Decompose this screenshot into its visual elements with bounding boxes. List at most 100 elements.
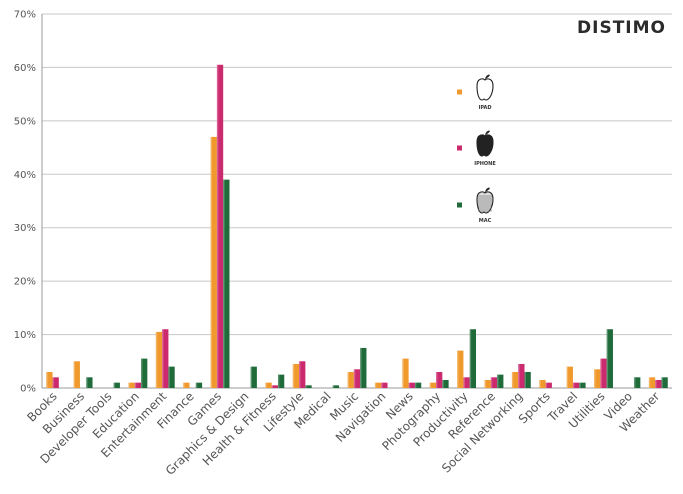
bar-iphone	[490, 377, 498, 388]
bar-ipad	[594, 369, 601, 388]
bar-highlight	[655, 379, 657, 388]
bar-highlight	[223, 179, 225, 388]
bar-ipad	[374, 382, 382, 388]
bar-highlight	[484, 379, 486, 388]
bar-mac	[606, 329, 613, 388]
bar-ipad	[73, 361, 80, 388]
bar-mac	[195, 382, 203, 388]
bar-highlight	[332, 385, 335, 388]
bar-highlight	[566, 366, 569, 388]
bar-highlight	[381, 382, 383, 388]
bar-highlight	[545, 382, 547, 388]
bar-highlight	[183, 382, 185, 388]
bar-iphone	[353, 369, 361, 388]
bar-ipad	[566, 366, 573, 388]
bar-highlight	[497, 374, 499, 388]
y-tick-label: 40%	[14, 170, 36, 181]
bar-highlight	[539, 379, 541, 388]
bar-highlight	[442, 379, 444, 388]
bar-highlight	[195, 382, 198, 388]
bar-ipad	[484, 379, 491, 388]
bar-iphone	[216, 64, 224, 388]
bars	[46, 64, 668, 388]
bar-highlight	[113, 382, 116, 388]
bar-highlight	[168, 366, 170, 388]
bar-highlight	[141, 358, 143, 388]
bar-mac	[524, 371, 531, 388]
bar-highlight	[292, 363, 295, 388]
bar-highlight	[518, 363, 520, 388]
bar-highlight	[469, 329, 472, 388]
bar-iphone	[518, 363, 525, 388]
bar-iphone	[545, 382, 552, 388]
bar-highlight	[73, 361, 76, 388]
bar-highlight	[46, 371, 48, 388]
bar-highlight	[463, 377, 465, 388]
y-tick-label: 30%	[14, 223, 36, 234]
bar-highlight	[128, 382, 130, 388]
bar-iphone	[52, 377, 59, 388]
bar-mac	[469, 329, 477, 388]
bar-highlight	[210, 136, 212, 388]
bar-mac	[223, 179, 230, 388]
bar-highlight	[524, 371, 526, 388]
bar-iphone	[134, 382, 142, 388]
gridlines	[42, 13, 672, 389]
bar-mac	[86, 377, 93, 388]
x-tick-label: Sports	[516, 389, 553, 426]
bar-highlight	[600, 358, 602, 388]
bar-ipad	[347, 371, 354, 388]
bar-highlight	[265, 382, 267, 388]
bar-ipad	[46, 371, 53, 388]
bar-ipad	[183, 382, 190, 388]
bar-ipad	[265, 382, 272, 388]
bar-mac	[113, 382, 120, 388]
bar-ipad	[210, 136, 217, 388]
bar-highlight	[162, 329, 164, 388]
bar-highlight	[360, 347, 362, 388]
bar-highlight	[347, 371, 349, 388]
bar-highlight	[216, 64, 219, 388]
bar-ipad	[155, 331, 163, 388]
legend-label: IPAD	[478, 105, 491, 111]
y-tick-label: 50%	[14, 116, 36, 127]
bar-iphone	[572, 382, 580, 388]
bar-highlight	[572, 382, 575, 388]
bar-mac	[250, 366, 257, 388]
bar-highlight	[250, 366, 252, 388]
legend-swatch	[457, 202, 462, 208]
apple-icon	[476, 74, 494, 101]
bar-highlight	[634, 377, 636, 388]
bar-mac	[414, 382, 422, 388]
y-tick-label: 70%	[14, 10, 36, 21]
brand-logo: DISTIMO	[577, 18, 666, 38]
bar-iphone	[408, 382, 415, 388]
bar-highlight	[661, 377, 663, 388]
bar-highlight	[408, 382, 411, 388]
bar-iphone	[436, 371, 443, 388]
bar-ipad	[292, 363, 300, 388]
bar-highlight	[490, 377, 493, 388]
bar-ipad	[128, 382, 135, 388]
bar-ipad	[648, 377, 656, 388]
bar-ipad	[457, 350, 464, 388]
bar-iphone	[463, 377, 470, 388]
bar-highlight	[271, 385, 274, 388]
bar-highlight	[511, 371, 514, 388]
bar-highlight	[155, 331, 158, 388]
apple-icon	[476, 187, 494, 214]
bar-highlight	[457, 350, 459, 388]
bar-highlight	[606, 329, 609, 388]
bar-iphone	[299, 361, 306, 388]
bar-iphone	[271, 385, 278, 388]
y-tick-label: 60%	[14, 63, 36, 74]
y-axis: 0% 10% 20% 30% 40% 50% 60% 70%	[14, 10, 43, 395]
bar-highlight	[86, 377, 88, 388]
bar-iphone	[655, 379, 662, 388]
bar-highlight	[134, 382, 137, 388]
bar-highlight	[353, 369, 356, 388]
bar-mac	[168, 366, 175, 388]
legend-swatch	[457, 89, 462, 95]
